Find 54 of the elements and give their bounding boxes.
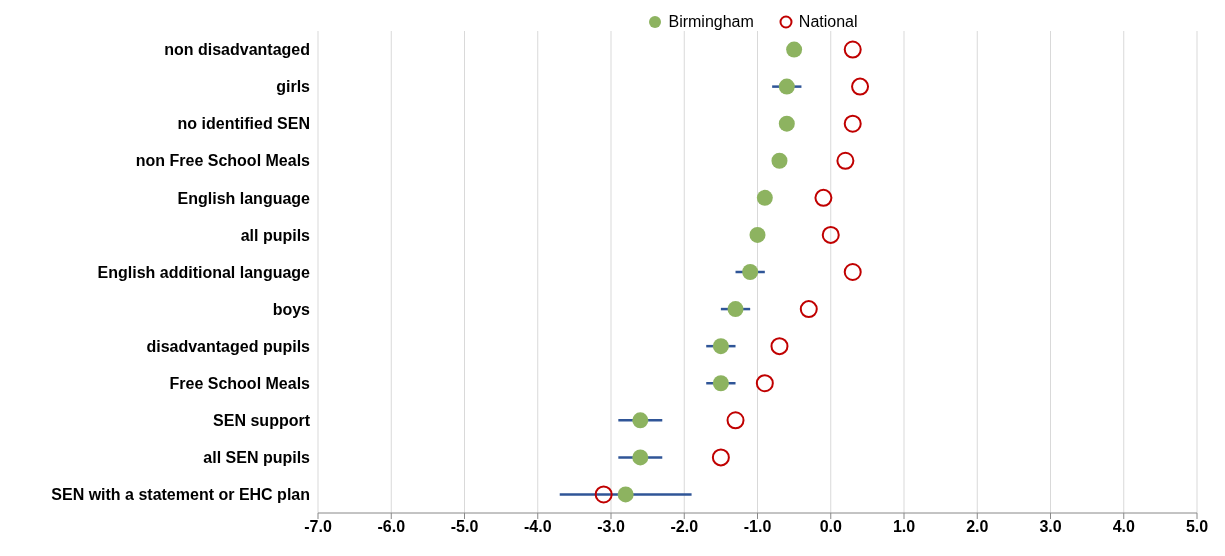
x-tick-label: -2.0 (670, 518, 699, 536)
point (786, 41, 803, 58)
point (843, 263, 862, 281)
x-tick-label: 3.0 (1039, 518, 1062, 536)
x-tick-label: -3.0 (597, 518, 625, 536)
y-tick-label: English additional language (97, 263, 311, 281)
point (726, 411, 745, 430)
point (814, 188, 833, 207)
y-tick-label: no identified SEN (177, 115, 310, 133)
point (712, 375, 729, 392)
y-tick-label: all pupils (240, 226, 311, 244)
point (594, 485, 613, 504)
point (778, 78, 795, 95)
point (727, 301, 744, 318)
x-tick-label: -7.0 (304, 518, 332, 536)
y-tick-label: Free School Meals (169, 374, 311, 392)
y-tick-label: boys (272, 300, 311, 318)
point (843, 114, 862, 133)
y-tick-label: non Free School Meals (135, 152, 311, 170)
x-tick-label: 1.0 (892, 518, 916, 536)
x-tick-label: -6.0 (377, 518, 406, 536)
point (778, 115, 795, 132)
point (712, 338, 729, 355)
y-tick-label: SEN support (213, 411, 311, 429)
point (836, 151, 855, 170)
y-tick-label: SEN with a statement or EHC plan (51, 486, 310, 504)
point (749, 226, 766, 243)
point (632, 449, 649, 466)
point (771, 152, 788, 169)
x-tick-label: 2.0 (966, 518, 989, 536)
point (851, 77, 870, 96)
point (756, 189, 773, 206)
point (742, 264, 759, 280)
y-tick-label: disadvantaged pupils (146, 337, 311, 355)
legend-label: National (797, 13, 858, 31)
point (821, 225, 840, 244)
x-tick-label: -5.0 (450, 518, 479, 536)
x-tick-label: 0.0 (819, 518, 842, 536)
legend-label: Birmingham (667, 13, 754, 31)
y-tick-label: non disadvantaged (164, 41, 310, 59)
y-tick-label: girls (276, 78, 311, 96)
point (632, 412, 649, 429)
y-tick-label: English language (177, 189, 311, 207)
x-tick-label: -1.0 (743, 518, 772, 536)
x-tick-label: 4.0 (1112, 518, 1135, 536)
point (755, 374, 774, 393)
point (617, 486, 634, 503)
point (711, 448, 730, 467)
point (843, 40, 862, 59)
x-tick-label: 5.0 (1185, 518, 1209, 536)
x-tick-label: -4.0 (523, 518, 552, 536)
point (770, 337, 789, 356)
point (799, 300, 818, 319)
y-tick-label: all SEN pupils (203, 449, 311, 467)
